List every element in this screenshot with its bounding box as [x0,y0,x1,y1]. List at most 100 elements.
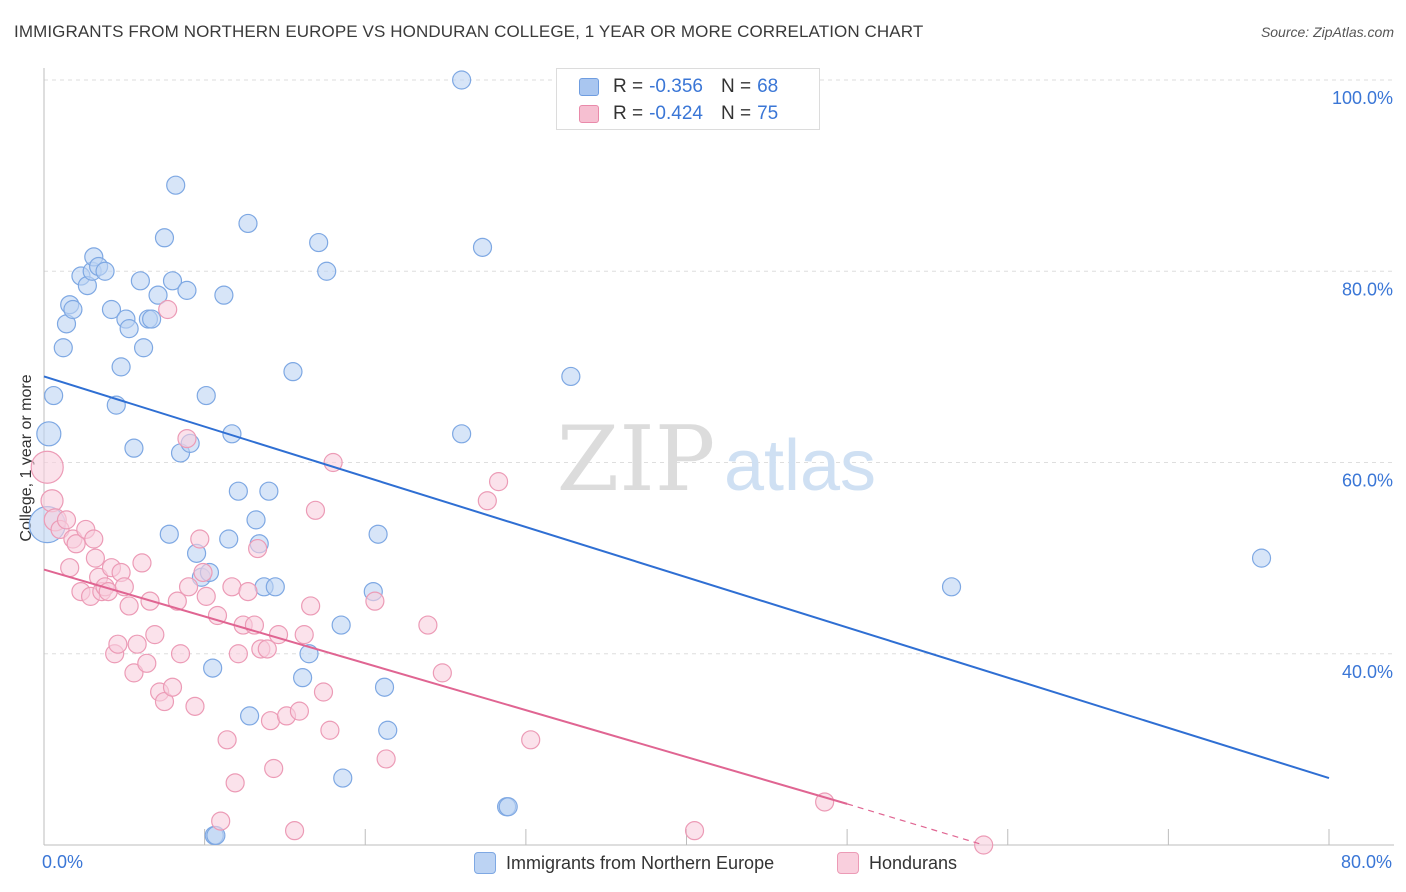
point-hondurans [248,538,268,559]
point-hondurans [301,596,321,616]
legend-swatch-blue [474,852,496,874]
point-hondurans [124,663,144,683]
point-hondurans [289,701,309,721]
point-hondurans [684,821,705,841]
legend-label: Hondurans [869,852,958,873]
point-hondurans [56,510,77,530]
point-northern-europe [142,309,162,329]
legend-item-northern-europe: Immigrants from Northern Europe [474,852,774,874]
point-northern-europe [246,510,266,530]
axes [43,68,1394,846]
point-hondurans [145,625,165,645]
point-hondurans [320,720,340,740]
point-hondurans [376,749,396,769]
point-northern-europe [214,285,234,305]
point-hondurans [60,558,80,578]
point-hondurans [137,653,157,673]
point-hondurans [30,450,64,484]
correlation-legend: R = -0.356 N = 68 R = -0.424 N = 75 [556,68,820,130]
y-tick-label: 40.0% [1342,662,1393,682]
point-hondurans [217,730,237,750]
point-northern-europe [378,720,398,740]
point-hondurans [178,577,199,597]
point-northern-europe [941,577,962,597]
y-tick-label: 80.0% [1342,279,1393,299]
legend-swatch-pink [837,852,859,874]
point-hondurans [193,562,213,583]
point-hondurans [225,773,245,793]
point-northern-europe [238,213,258,234]
point-hondurans [177,428,197,449]
point-northern-europe [333,768,353,788]
point-hondurans [119,596,139,616]
legend-row-northern-europe: R = -0.356 N = 68 [579,75,796,99]
point-hondurans [154,691,175,712]
point-northern-europe [222,424,242,444]
n-label: N = [720,76,752,97]
point-hondurans [477,491,497,511]
point-northern-europe [124,438,144,458]
point-hondurans [365,591,385,611]
point-northern-europe [53,338,73,358]
point-hondurans [305,500,326,520]
point-northern-europe [44,385,64,406]
point-hondurans [85,548,106,568]
legend-item-hondurans: Hondurans [837,852,957,874]
r-label: R = [613,103,644,124]
point-hondurans [211,811,231,831]
point-hondurans [185,696,205,716]
x-tick-min: 0.0% [42,852,84,872]
point-hondurans [488,472,509,492]
point-hondurans [196,586,216,606]
point-northern-europe [452,424,472,444]
point-northern-europe [162,271,183,291]
point-hondurans [66,534,86,554]
point-hondurans [974,835,994,855]
data-points [28,70,1272,855]
trend-line-hondurans-extension [846,803,984,846]
legend-row-hondurans: R = -0.424 N = 75 [579,102,796,126]
grid-lines [44,79,1394,655]
point-hondurans [323,452,343,473]
n-value: 75 [757,103,779,124]
point-northern-europe [95,261,115,281]
point-hondurans [40,489,64,513]
point-hondurans [264,758,284,779]
point-northern-europe [240,706,260,726]
point-hondurans [238,581,258,602]
r-value: -0.356 [649,76,703,97]
point-hondurans [260,711,281,731]
point-hondurans [313,682,334,702]
chart-title: IMMIGRANTS FROM NORTHERN EUROPE VS HONDU… [14,22,924,41]
point-hondurans [127,634,147,654]
point-hondurans [284,821,305,841]
point-northern-europe [133,338,154,358]
point-northern-europe [63,299,83,320]
point-hondurans [222,577,242,597]
point-northern-europe [498,797,518,817]
point-hondurans [162,677,183,697]
point-hondurans [167,591,187,611]
watermark-zip: ZIP [557,407,716,512]
point-northern-europe [166,175,186,195]
point-northern-europe [317,261,337,281]
point-northern-europe [196,385,216,406]
point-hondurans [84,529,104,549]
trend-lines [43,375,1330,846]
point-hondurans [815,792,835,812]
trend-line-northern-europe [43,375,1330,780]
point-hondurans [521,730,541,750]
point-northern-europe [159,524,179,544]
point-hondurans [170,644,191,664]
series-legend: Immigrants from Northern Europe Honduran… [0,852,1406,878]
r-label: R = [613,76,644,97]
point-northern-europe [111,357,131,377]
trend-line-hondurans [43,568,848,805]
point-northern-europe [472,237,493,257]
point-northern-europe [309,232,329,253]
point-northern-europe [219,529,239,549]
point-northern-europe [368,524,388,544]
point-northern-europe [36,421,62,447]
point-northern-europe [1251,548,1272,568]
